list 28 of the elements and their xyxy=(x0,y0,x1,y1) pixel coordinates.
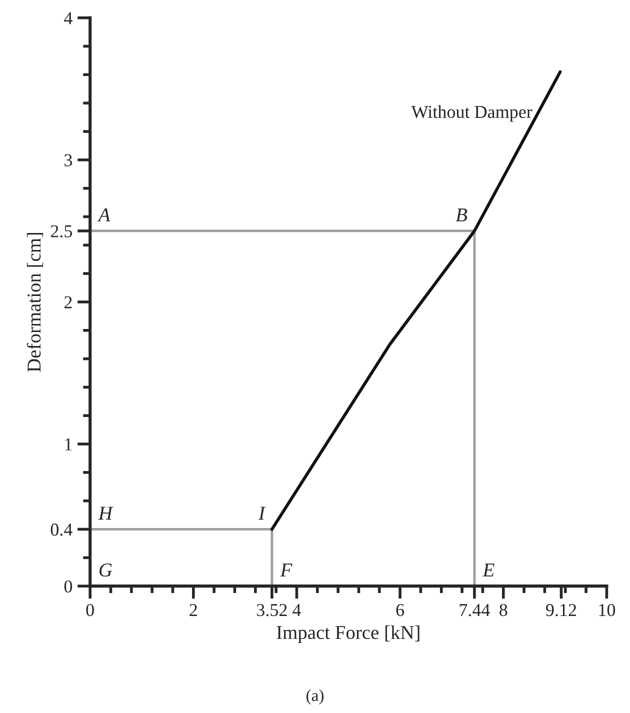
x-tick-label: 10 xyxy=(599,604,616,616)
annotation: A xyxy=(97,208,110,222)
annotation: G xyxy=(99,564,112,577)
x-tick-label: 2 xyxy=(190,604,197,616)
y-tick-label: 2 xyxy=(64,296,72,308)
annotation: E xyxy=(482,564,494,576)
y-tick-label: 1 xyxy=(65,438,72,450)
x-tick-label: 4 xyxy=(292,604,301,616)
y-tick-label: 2.5 xyxy=(50,225,72,238)
x-tick-label: 7.44 xyxy=(460,604,490,616)
y-tick-label: 3 xyxy=(64,154,72,166)
x-tick-label: 9.12 xyxy=(546,604,576,616)
annotation: B xyxy=(456,208,468,222)
y-tick-label: 0.4 xyxy=(50,524,72,536)
annotation: I xyxy=(258,506,266,520)
y-tick-label: 0 xyxy=(64,580,72,593)
x-tick-label: 3.52 xyxy=(257,604,287,616)
x-tick-label: 8 xyxy=(500,604,508,616)
x-axis-title: Impact Force [kN] xyxy=(276,625,420,644)
x-tick-label: 0 xyxy=(86,604,94,616)
series-label: Without Damper xyxy=(411,105,532,122)
text: (a) xyxy=(306,689,324,704)
y-tick-label: 4 xyxy=(64,12,72,24)
line-series xyxy=(270,70,562,531)
annotation: H xyxy=(98,506,114,520)
annotation: F xyxy=(280,564,292,576)
y-axis-title: Deformation [cm] xyxy=(26,232,44,372)
x-tick-label: 6 xyxy=(396,604,404,616)
